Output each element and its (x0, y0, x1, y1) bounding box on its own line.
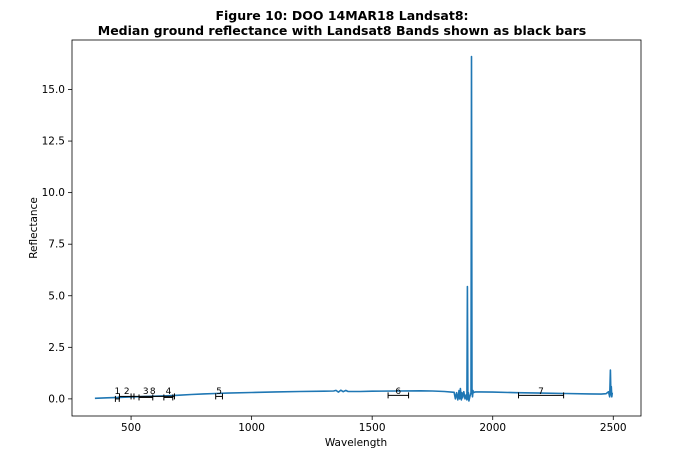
band-bar-7 (518, 392, 565, 399)
y-tick-label: 12.5 (42, 136, 65, 148)
y-tick-label: 2.5 (48, 342, 65, 354)
chart-title-line-2: Median ground reflectance with Landsat8 … (97, 23, 587, 38)
band-label-5: 5 (216, 387, 222, 397)
y-tick-label: 7.5 (48, 239, 65, 251)
x-tick-label: 1500 (359, 422, 386, 434)
x-axis: 500 1000 1500 2000 2500 (121, 416, 627, 434)
band-bar-8 (130, 393, 175, 400)
chart-title-line-1: Figure 10: DOO 14MAR18 Landsat8: (215, 8, 469, 23)
band-bar-6 (387, 392, 410, 399)
band-bar-5 (215, 393, 223, 400)
x-tick-label: 2500 (600, 422, 627, 434)
band-label-6: 6 (395, 387, 401, 397)
y-tick-label: 0.0 (48, 393, 65, 405)
band-label-3: 3 (143, 387, 149, 397)
band-bar-4 (163, 394, 174, 401)
band-label-7: 7 (538, 387, 544, 397)
band-label-2: 2 (124, 387, 130, 397)
band-label-8: 8 (150, 387, 156, 397)
y-axis-label: Reflectance (28, 197, 40, 259)
band-label-1: 1 (114, 387, 120, 397)
y-tick-label: 10.0 (42, 187, 65, 199)
x-tick-label: 2000 (479, 422, 506, 434)
y-axis: 0.0 2.5 5.0 7.5 10.0 12.5 15.0 (42, 84, 72, 405)
series-layer (94, 55, 614, 402)
x-tick-label: 500 (121, 422, 141, 434)
plot-area-frame (71, 39, 642, 417)
y-tick-label: 5.0 (48, 290, 65, 302)
y-tick-label: 15.0 (42, 84, 65, 96)
band-bar-3 (138, 394, 154, 401)
x-tick-label: 1000 (238, 422, 265, 434)
x-axis-label: Wavelength (325, 437, 387, 449)
band-label-4: 4 (166, 387, 172, 397)
reflectance-series-line (94, 55, 614, 402)
